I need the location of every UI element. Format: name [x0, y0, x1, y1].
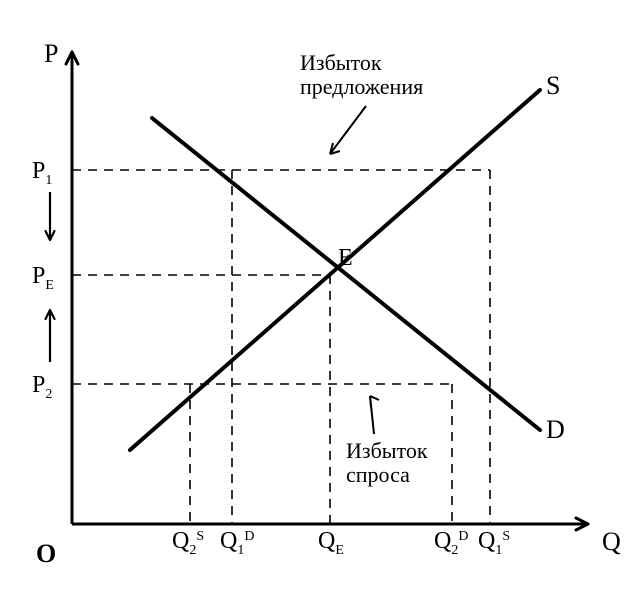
svg-text:E: E: [338, 245, 353, 271]
svg-text:P: P: [44, 39, 58, 68]
svg-text:S: S: [546, 71, 560, 100]
svg-text:спроса: спроса: [346, 462, 410, 487]
svg-text:предложения: предложения: [300, 74, 423, 99]
svg-text:Q: Q: [602, 527, 621, 556]
svg-text:Избыток: Избыток: [346, 438, 428, 463]
svg-text:Избыток: Избыток: [300, 50, 382, 75]
svg-text:D: D: [546, 415, 565, 444]
supply-demand-chart: PQOSDEP1PEP2Q2SQ1DQEQ2DQ1SИзбытокпредлож…: [0, 0, 640, 601]
svg-text:O: O: [36, 539, 56, 568]
